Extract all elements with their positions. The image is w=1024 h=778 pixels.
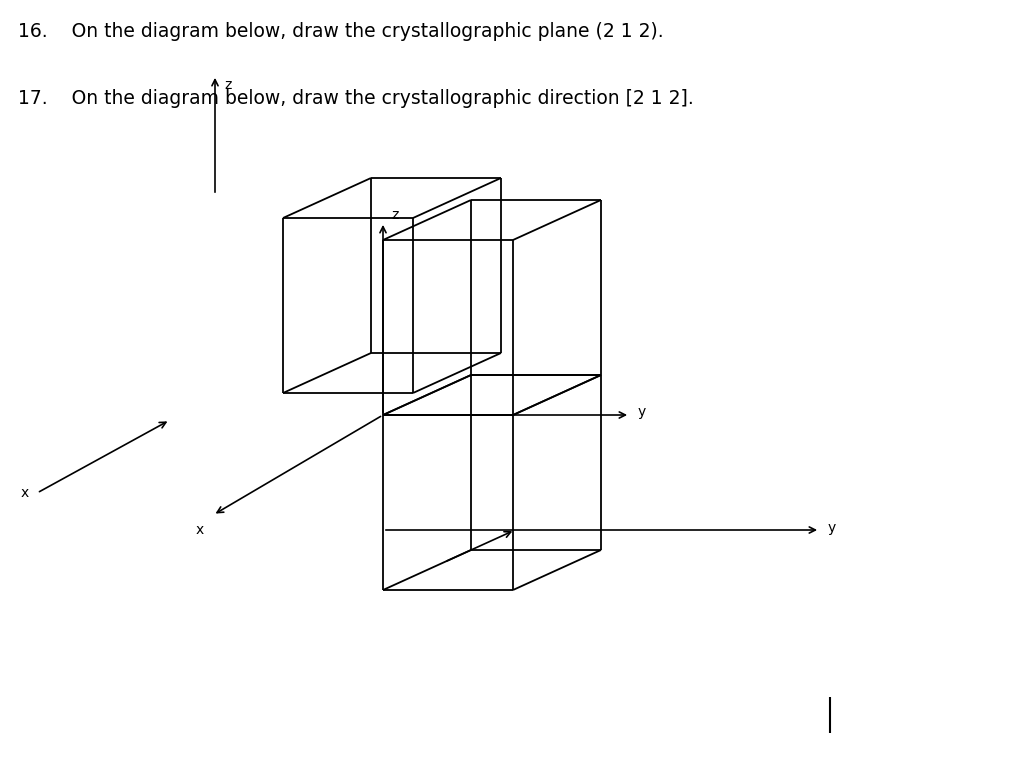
Text: z: z: [224, 78, 231, 92]
Text: y: y: [827, 521, 837, 535]
Text: 16.    On the diagram below, draw the crystallographic plane (2 1 2).: 16. On the diagram below, draw the cryst…: [18, 22, 664, 40]
Text: x: x: [196, 523, 204, 537]
Text: y: y: [638, 405, 646, 419]
Text: x: x: [20, 486, 29, 500]
Text: z: z: [391, 208, 398, 222]
Text: 17.    On the diagram below, draw the crystallographic direction [2 1 2].: 17. On the diagram below, draw the cryst…: [18, 89, 694, 108]
